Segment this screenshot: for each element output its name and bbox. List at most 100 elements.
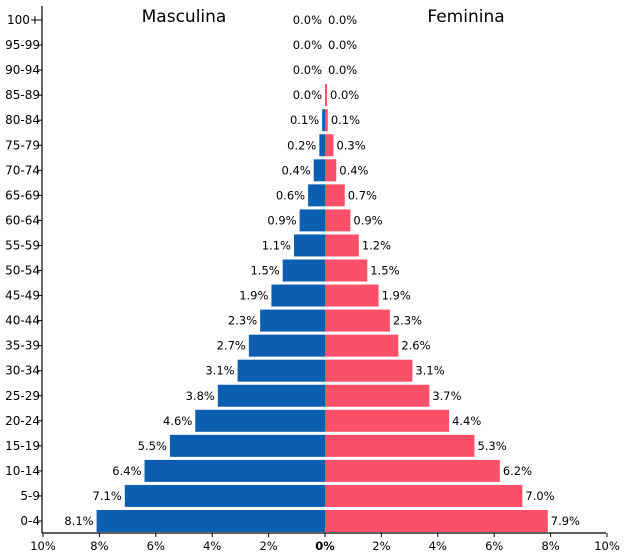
axes-group [41,6,606,534]
age-group-label: 55-59 [5,238,40,252]
female-bar [325,384,430,407]
male-bar [169,434,325,457]
female-bar [325,334,399,357]
left-side-title: Masculina [142,7,227,27]
age-group-label: 85-89 [5,88,40,102]
x-tick-label: 6% [485,539,503,553]
male-bar [96,510,325,532]
male-value-label: 1.1% [262,238,291,252]
male-value-label: 0.2% [287,138,316,152]
female-bar [325,309,390,332]
age-group-label: 30-34 [5,364,40,378]
female-bar [325,259,368,282]
female-value-label: 7.0% [525,489,554,503]
x-tick-label: 10% [30,539,56,553]
male-value-label: 1.9% [239,289,268,303]
age-group-label: 15-19 [5,439,40,453]
female-value-label: 1.9% [382,289,411,303]
male-bar [308,184,325,207]
male-value-label: 7.1% [93,489,122,503]
age-group-label: 50-54 [5,264,40,278]
female-value-label: 0.0% [330,88,359,102]
x-tick-label: 8% [541,539,559,553]
male-value-label: 5.5% [138,439,167,453]
male-bar [322,109,325,132]
female-value-label: 1.5% [370,264,399,278]
age-group-label: 80-84 [5,113,40,127]
female-value-label: 7.9% [551,514,580,528]
male-bar [319,134,325,157]
female-bar [325,159,337,182]
female-bar [325,459,500,482]
male-bar [217,384,325,407]
male-bar [313,159,325,182]
age-group-label: 45-49 [5,289,40,303]
female-value-label: 3.1% [415,364,444,378]
female-bar [325,134,334,157]
female-bar [325,510,548,532]
age-group-label: 20-24 [5,414,40,428]
male-value-label: 0.4% [282,163,311,177]
male-bar [260,309,325,332]
bars-group [96,84,548,532]
female-value-label: 6.2% [503,464,532,478]
female-value-label: 1.2% [362,238,391,252]
age-group-label: 40-44 [5,314,40,328]
female-value-label: 0.0% [328,13,357,27]
male-bar [144,459,325,482]
female-value-label: 0.0% [328,63,357,77]
male-value-label: 8.1% [64,514,93,528]
age-group-label: 35-39 [5,339,40,353]
age-group-label: 10-14 [5,464,40,478]
female-bar [325,434,475,457]
female-bar [325,284,379,307]
x-tick-label: 2% [259,539,277,553]
female-value-label: 3.7% [432,389,461,403]
female-value-label: 0.3% [336,138,365,152]
x-tick-label: 4% [203,539,221,553]
x-tick-label: 0% [315,539,335,553]
female-value-label: 0.7% [348,188,377,202]
male-bar [195,409,325,432]
age-group-label: 95-99 [5,38,40,52]
age-group-label: 0-4 [20,514,40,528]
female-value-label: 4.4% [452,414,481,428]
female-bar [325,84,327,107]
x-tick-label: 4% [429,539,447,553]
female-value-label: 0.0% [328,38,357,52]
age-group-label: 5-9 [20,489,40,503]
male-value-label: 0.6% [276,188,305,202]
male-value-label: 0.0% [293,63,322,77]
age-group-label: 60-64 [5,213,40,227]
male-bar [299,209,325,232]
male-value-label: 0.0% [293,88,322,102]
x-tick-label: 8% [90,539,108,553]
x-tick-label: 2% [372,539,390,553]
female-bar [325,234,359,257]
male-value-label: 2.3% [228,314,257,328]
male-value-label: 3.1% [205,364,234,378]
male-bar [293,234,325,257]
age-group-label: 100+ [7,13,40,27]
x-tick-label: 10% [594,539,620,553]
female-value-label: 0.1% [331,113,360,127]
female-bar [325,359,413,382]
male-value-label: 4.6% [163,414,192,428]
female-value-label: 5.3% [477,439,506,453]
male-value-label: 6.4% [112,464,141,478]
female-value-label: 2.6% [401,339,430,353]
age-group-label: 65-69 [5,188,40,202]
female-value-label: 0.4% [339,163,368,177]
female-bar [325,409,450,432]
female-value-label: 2.3% [393,314,422,328]
x-tick-label: 6% [147,539,165,553]
male-value-label: 0.0% [293,38,322,52]
female-bar [325,484,523,507]
male-bar [124,484,325,507]
age-group-label: 25-29 [5,389,40,403]
male-value-label: 0.0% [293,13,322,27]
age-group-label: 75-79 [5,138,40,152]
labels-group: 100+ 0.0% 0.0% 95-99 0.0% 0.0% 90-94 0.0% 0.0% 85… [5,13,620,553]
male-bar [248,334,325,357]
